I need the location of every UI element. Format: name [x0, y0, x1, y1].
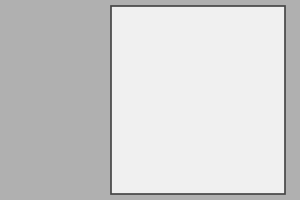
Text: 36: 36	[159, 90, 174, 103]
Ellipse shape	[187, 120, 212, 127]
Text: m.testis: m.testis	[184, 11, 229, 21]
Bar	[186, 6, 217, 194]
Text: 28: 28	[159, 117, 174, 130]
Bar	[195, 6, 208, 194]
Text: 11: 11	[159, 174, 174, 187]
Text: 17: 17	[159, 154, 174, 167]
Polygon shape	[218, 119, 229, 128]
Text: 55: 55	[159, 26, 174, 39]
